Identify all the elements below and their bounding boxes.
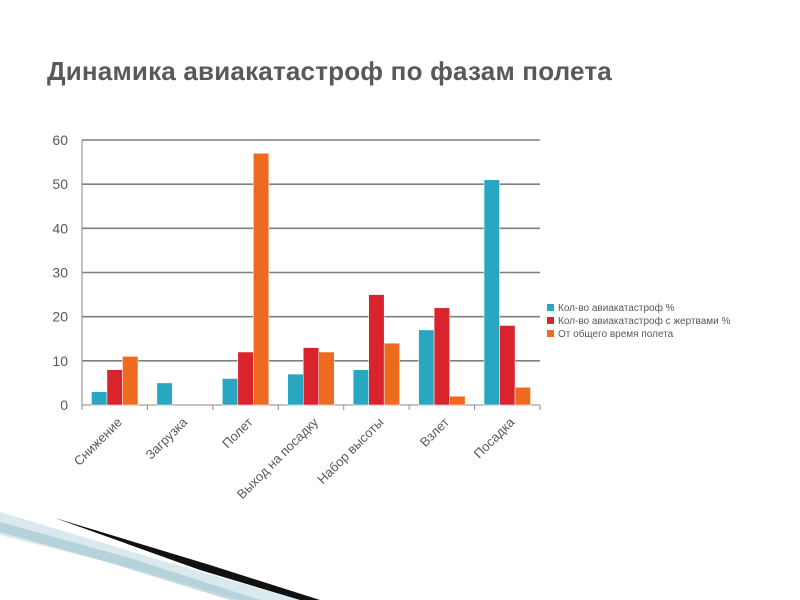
- bar: [156, 382, 173, 406]
- bar: [483, 179, 500, 406]
- bar: [383, 342, 400, 406]
- y-tick-label: 0: [60, 397, 68, 413]
- y-tick-label: 50: [52, 176, 68, 192]
- legend-label: От общего время полета: [558, 328, 674, 340]
- y-tick-label: 60: [52, 132, 68, 148]
- bar: [122, 356, 139, 406]
- legend-swatch: [547, 330, 554, 337]
- bar: [514, 387, 531, 406]
- y-tick-label: 40: [52, 220, 68, 236]
- legend-label: Кол-во авиакатастроф %: [558, 302, 675, 314]
- legend-swatch: [547, 304, 554, 311]
- y-tick-label: 20: [52, 309, 68, 325]
- slide-title: Динамика авиакатастроф по фазам полета: [47, 56, 612, 86]
- legend-label: Кол-во авиакатастроф с жертвами %: [558, 315, 731, 327]
- y-tick-label: 10: [52, 353, 68, 369]
- bar: [253, 153, 270, 406]
- bar: [433, 307, 450, 406]
- bar: [499, 325, 516, 406]
- y-tick-label: 30: [52, 265, 68, 281]
- bar: [449, 395, 466, 406]
- legend-swatch: [547, 317, 554, 324]
- bar: [318, 351, 335, 406]
